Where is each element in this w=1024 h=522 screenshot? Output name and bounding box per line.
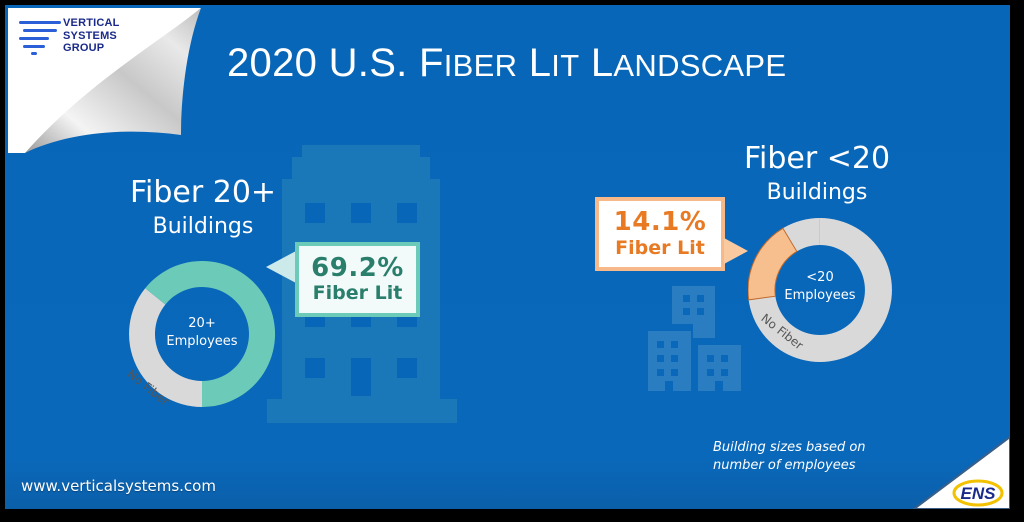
logo-line-1: VERTICAL (63, 17, 120, 29)
ens-logo: ENS (912, 435, 1010, 509)
donut-chart-20plus (129, 261, 276, 408)
page-curl-decoration (8, 8, 201, 153)
callout-pointer-left (266, 251, 296, 283)
donut-center-label-under20: <20 Employees (784, 270, 856, 303)
page-title: 2020 U.S. FIBER LIT LANDSCAPE (227, 41, 787, 85)
no-fiber-segment (129, 288, 202, 407)
donut-chart-under20 (748, 218, 892, 362)
fiber-lit-callout-20plus: 69.2% Fiber Lit (295, 242, 420, 317)
callout-pointer-right (724, 238, 748, 264)
logo-line-3: GROUP (63, 42, 105, 54)
logo-lines-icon (19, 21, 61, 55)
fiber-lit-segment (145, 261, 276, 408)
fiber-lit-callout-under20: 14.1% Fiber Lit (595, 197, 725, 271)
fiber-lit-segment (748, 227, 798, 301)
small-buildings-icon (648, 286, 741, 391)
infographic-panel: VERTICAL SYSTEMS GROUP 2020 U.S. FIBER L… (5, 5, 1010, 509)
vertical-systems-group-logo: VERTICAL SYSTEMS GROUP (17, 17, 137, 59)
left-section-heading: Fiber 20+ Buildings (129, 175, 277, 239)
svg-text:ENS: ENS (961, 484, 997, 503)
website-link[interactable]: www.verticalsystems.com (21, 477, 216, 495)
logo-line-2: SYSTEMS (63, 29, 117, 42)
right-section-heading: Fiber <20 Buildings (743, 141, 891, 205)
donut-center-label-20plus: 20+ Employees (166, 316, 238, 349)
footnote: Building sizes based on number of employ… (713, 440, 866, 474)
